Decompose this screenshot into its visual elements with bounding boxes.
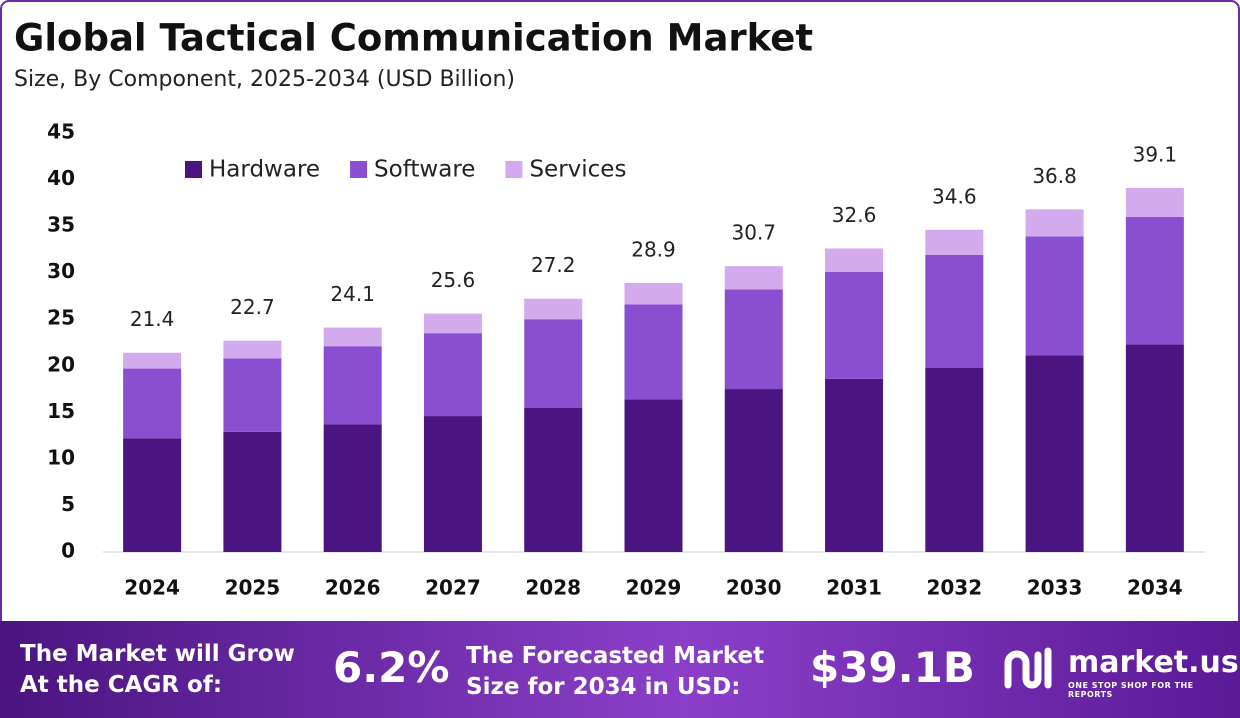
- cagr-text: The Market will Grow At the CAGR of:: [20, 641, 295, 698]
- x-tick-label: 2026: [325, 576, 381, 600]
- bar-segment: [223, 431, 282, 552]
- bar-segment: [925, 254, 984, 368]
- bar-segment: [323, 346, 382, 425]
- y-tick-label: 25: [47, 306, 75, 330]
- x-tick-label: 2025: [225, 576, 281, 600]
- total-label: 36.8: [1032, 164, 1077, 188]
- bar-segment: [1125, 344, 1184, 552]
- bar-segment: [825, 378, 884, 552]
- bar-segment: [423, 333, 482, 417]
- x-tick-label: 2034: [1127, 576, 1183, 600]
- x-tick-label: 2033: [1027, 576, 1083, 600]
- y-tick-label: 35: [47, 213, 75, 237]
- bar-segment: [1025, 209, 1084, 237]
- bar-segment: [624, 282, 683, 305]
- y-tick-label: 30: [47, 259, 75, 283]
- bar-segment: [1025, 355, 1084, 552]
- total-label: 25.6: [431, 268, 476, 292]
- bar-segment: [323, 424, 382, 552]
- forecast-value: $39.1B: [810, 643, 975, 692]
- y-tick-label: 20: [47, 352, 75, 376]
- x-tick-label: 2024: [124, 576, 180, 600]
- x-tick-label: 2030: [726, 576, 782, 600]
- bar-segment: [123, 368, 182, 439]
- total-label: 27.2: [531, 253, 576, 277]
- chart-title: Global Tactical Communication Market: [14, 17, 813, 60]
- bar-segment: [323, 327, 382, 347]
- legend-swatch: [505, 161, 523, 178]
- bar-segment: [925, 367, 984, 552]
- footer: The Market will Grow At the CAGR of: 6.2…: [0, 621, 1240, 718]
- bar-segment: [1125, 216, 1184, 345]
- logo: [1004, 647, 1052, 689]
- frame: [0, 0, 1240, 621]
- bar-segment: [223, 358, 282, 432]
- bar-segment: [524, 407, 583, 552]
- bar-segment: [624, 304, 683, 400]
- tagline: ONE STOP SHOP FOR THE REPORTS: [1068, 681, 1194, 699]
- brand: market.us: [1068, 645, 1239, 680]
- legend-swatch: [185, 161, 202, 178]
- y-tick-label: 0: [61, 539, 75, 563]
- legend-label: Services: [529, 157, 626, 183]
- bar-segment: [925, 229, 984, 255]
- cagr-value: 6.2%: [333, 643, 450, 692]
- total-label: 28.9: [631, 237, 676, 261]
- x-tick-label: 2032: [926, 576, 982, 600]
- bar-segment: [223, 340, 282, 359]
- bar-segment: [524, 298, 583, 320]
- legend-label: Software: [374, 157, 475, 183]
- y-tick-label: 10: [47, 445, 75, 469]
- total-label: 30.7: [732, 221, 777, 245]
- total-label: 34.6: [932, 184, 977, 208]
- chart-subtitle: Size, By Component, 2025-2034 (USD Billi…: [14, 67, 515, 92]
- y-tick-label: 15: [47, 399, 75, 423]
- bar-segment: [123, 352, 182, 369]
- bar-segment: [825, 271, 884, 379]
- bar-segment: [524, 319, 583, 408]
- bar-segment: [825, 248, 884, 272]
- x-tick-label: 2027: [425, 576, 481, 600]
- total-label: 22.7: [230, 295, 275, 319]
- y-tick-label: 45: [47, 120, 75, 144]
- total-label: 32.6: [832, 203, 877, 227]
- y-tick-label: 5: [61, 492, 75, 516]
- total-label: 39.1: [1133, 142, 1178, 166]
- bar-segment: [724, 266, 783, 290]
- bar-segment: [423, 416, 482, 552]
- bar-segment: [423, 313, 482, 334]
- bar-segment: [123, 438, 182, 552]
- legend-label: Hardware: [209, 157, 320, 183]
- forecast-text: The Forecasted Market Size for 2034 in U…: [466, 643, 765, 700]
- y-tick-label: 40: [47, 166, 75, 190]
- bar-segment: [724, 389, 783, 552]
- legend-swatch: [350, 161, 368, 178]
- x-tick-label: 2031: [826, 576, 882, 600]
- bar-segment: [624, 399, 683, 552]
- x-tick-label: 2029: [626, 576, 682, 600]
- bar-segment: [1025, 236, 1084, 356]
- bar-segment: [1125, 187, 1184, 217]
- bar-segment: [724, 289, 783, 390]
- total-label: 24.1: [330, 282, 375, 306]
- chart: Global Tactical Communication Market Siz…: [0, 0, 1240, 621]
- total-label: 21.4: [130, 307, 175, 331]
- x-tick-label: 2028: [525, 576, 581, 600]
